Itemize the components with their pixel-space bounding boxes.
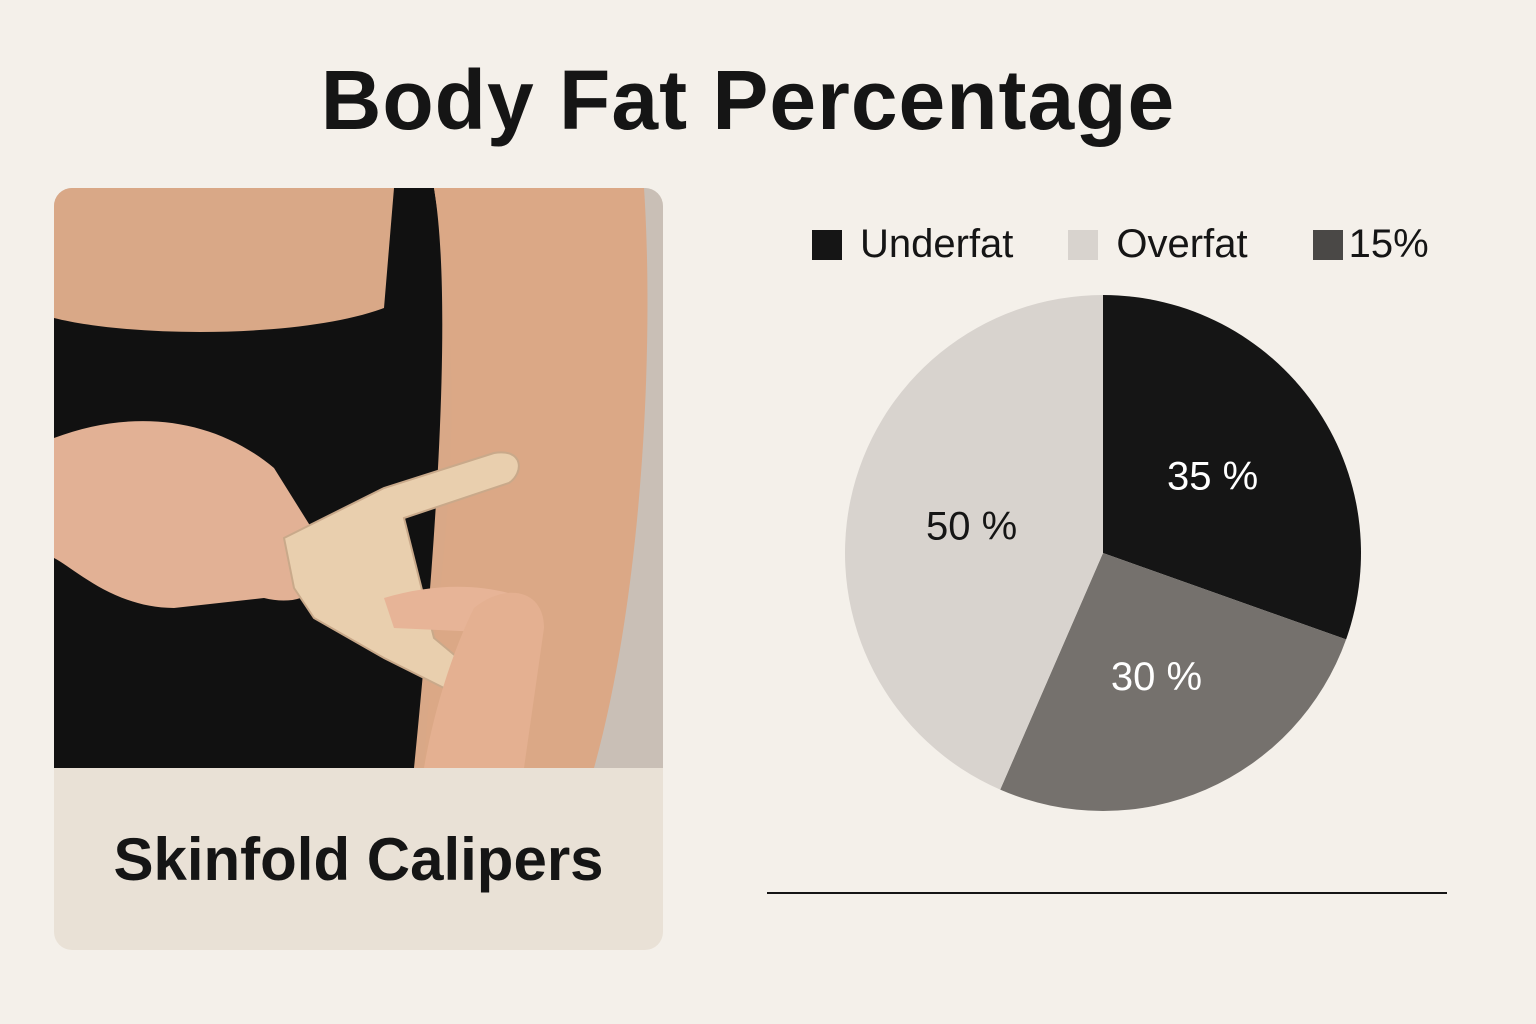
divider-line xyxy=(767,892,1447,894)
caliper-photo xyxy=(54,188,663,768)
slice-label: 30 % xyxy=(1111,655,1202,699)
pie-slice xyxy=(845,295,1103,790)
legend-swatch xyxy=(1068,229,1099,260)
pie-chart: 35 % 30 % 50 % xyxy=(845,295,1361,811)
legend-label: 15% xyxy=(1348,222,1429,266)
legend-item-overfat: Overfat xyxy=(1068,222,1248,267)
page-title: Body Fat Percentage xyxy=(320,53,1176,147)
legend-label: Overfat xyxy=(1116,222,1248,266)
pie-slice xyxy=(1103,295,1361,640)
chart-legend: Underfat Overfat 15% xyxy=(812,222,1429,267)
legend-swatch xyxy=(812,229,842,260)
pie-slice xyxy=(1000,553,1347,811)
slice-label: 35 % xyxy=(1167,455,1258,499)
legend-item-underfat: Underfat xyxy=(812,222,1013,267)
legend-item-15: 15% xyxy=(1312,222,1429,267)
slice-label: 50 % xyxy=(926,505,1017,549)
method-card: Skinfold Calipers xyxy=(54,188,663,950)
legend-swatch xyxy=(1312,229,1343,260)
card-caption: Skinfold Calipers xyxy=(113,825,604,893)
legend-label: Underfat xyxy=(860,222,1014,266)
